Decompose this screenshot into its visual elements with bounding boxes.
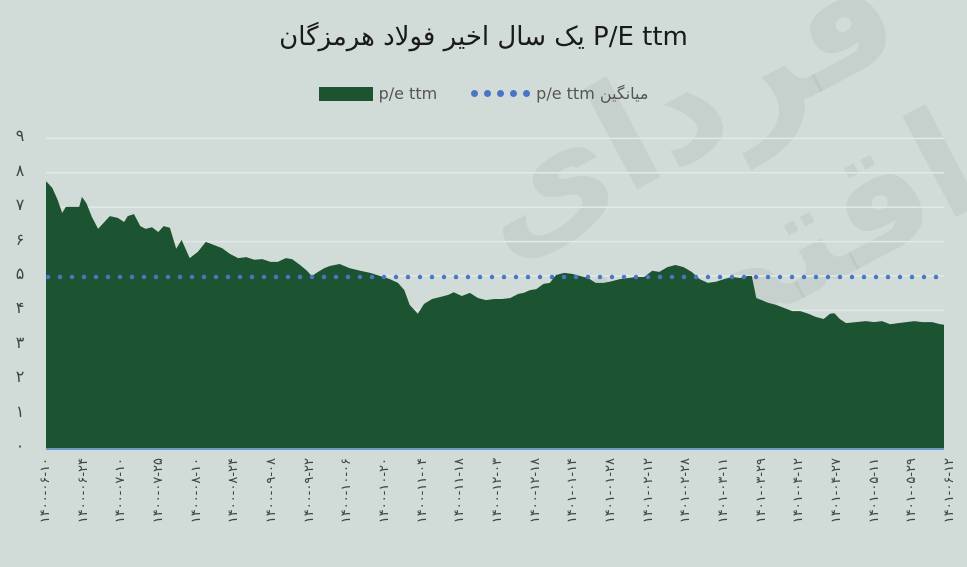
legend-dotted-line-icon [471, 90, 531, 97]
legend-average-label: میانگین p/e ttm [536, 84, 649, 103]
x-tick-label: ۱۴۰۱-۰۵-۱۱ [866, 458, 882, 524]
pe-area-series [46, 181, 944, 448]
legend-item-average[interactable]: میانگین p/e ttm [471, 84, 648, 103]
y-tick-label: ۱ [15, 401, 25, 421]
x-tick-label: ۱۴۰۱-۰۵-۲۹ [904, 458, 920, 524]
y-tick-label: ۵ [15, 264, 25, 283]
legend-item-series[interactable]: p/e ttm [318, 84, 438, 103]
x-tick-label: ۱۴۰۱-۰۲-۱۲ [640, 458, 656, 524]
y-tick-label: ۶ [15, 229, 25, 249]
x-tick-label: ۱۴۰۱-۰۳-۲۹ [753, 458, 769, 524]
x-tick-label: ۱۴۰۱-۰۱-۱۴ [565, 458, 581, 524]
y-tick-label: ۰ [15, 436, 25, 455]
legend: p/e ttm میانگین p/e ttm [0, 84, 967, 103]
x-tick-label: ۱۴۰۰-۰۷-۱۰ [113, 458, 129, 524]
x-tick-label: ۱۴۰۰-۱۲-۱۸ [527, 458, 543, 524]
y-tick-label: ۳ [15, 332, 25, 352]
x-tick-label: ۱۴۰۱-۰۶-۱۲ [942, 458, 957, 524]
y-tick-label: ۲ [15, 367, 25, 387]
legend-area-swatch-icon [318, 86, 373, 101]
chart-title: P/E ttm یک سال اخیر فولاد هرمزگان [279, 22, 688, 52]
x-tick-label: ۱۴۰۰-۰۷-۲۵ [151, 458, 166, 524]
x-tick-label: ۱۴۰۰-۰۸-۱۰ [188, 458, 204, 524]
x-tick-label: ۱۴۰۰-۱۰-۲۰ [377, 458, 392, 524]
x-tick-label: ۱۴۰۰-۱۲-۰۳ [490, 458, 505, 524]
x-tick-label: ۱۴۰۰-۱۱-۱۸ [452, 458, 468, 524]
y-tick-label: ۸ [15, 160, 25, 180]
x-tick-label: ۱۴۰۱-۰۲-۲۸ [678, 458, 694, 524]
x-tick-label: ۱۴۰۱-۰۴-۱۲ [791, 458, 807, 524]
x-tick-label: ۱۴۰۰-۱۰-۰۶ [339, 458, 355, 524]
y-tick-label: ۹ [15, 126, 25, 146]
x-tick-label: ۱۴۰۱-۰۴-۲۷ [829, 458, 844, 524]
x-tick-label: ۱۴۰۰-۰۶-۲۴ [75, 458, 91, 524]
x-tick-label: ۱۴۰۰-۰۹-۰۸ [264, 458, 279, 524]
x-tick-label: ۱۴۰۰-۰۸-۲۴ [226, 458, 242, 524]
y-tick-label: ۷ [15, 195, 25, 215]
x-tick-label: ۱۴۰۰-۰۶-۱۰ [38, 458, 53, 524]
x-tick-label: ۱۴۰۱-۰۱-۲۸ [603, 458, 618, 524]
y-tick-label: ۴ [15, 298, 25, 318]
legend-series-label: p/e ttm [378, 84, 438, 103]
x-tick-label: ۱۴۰۰-۰۹-۲۲ [301, 458, 317, 524]
x-tick-label: ۱۴۰۱-۰۳-۱۱ [716, 458, 731, 524]
x-tick-label: ۱۴۰۰-۱۱-۰۴ [414, 458, 430, 524]
